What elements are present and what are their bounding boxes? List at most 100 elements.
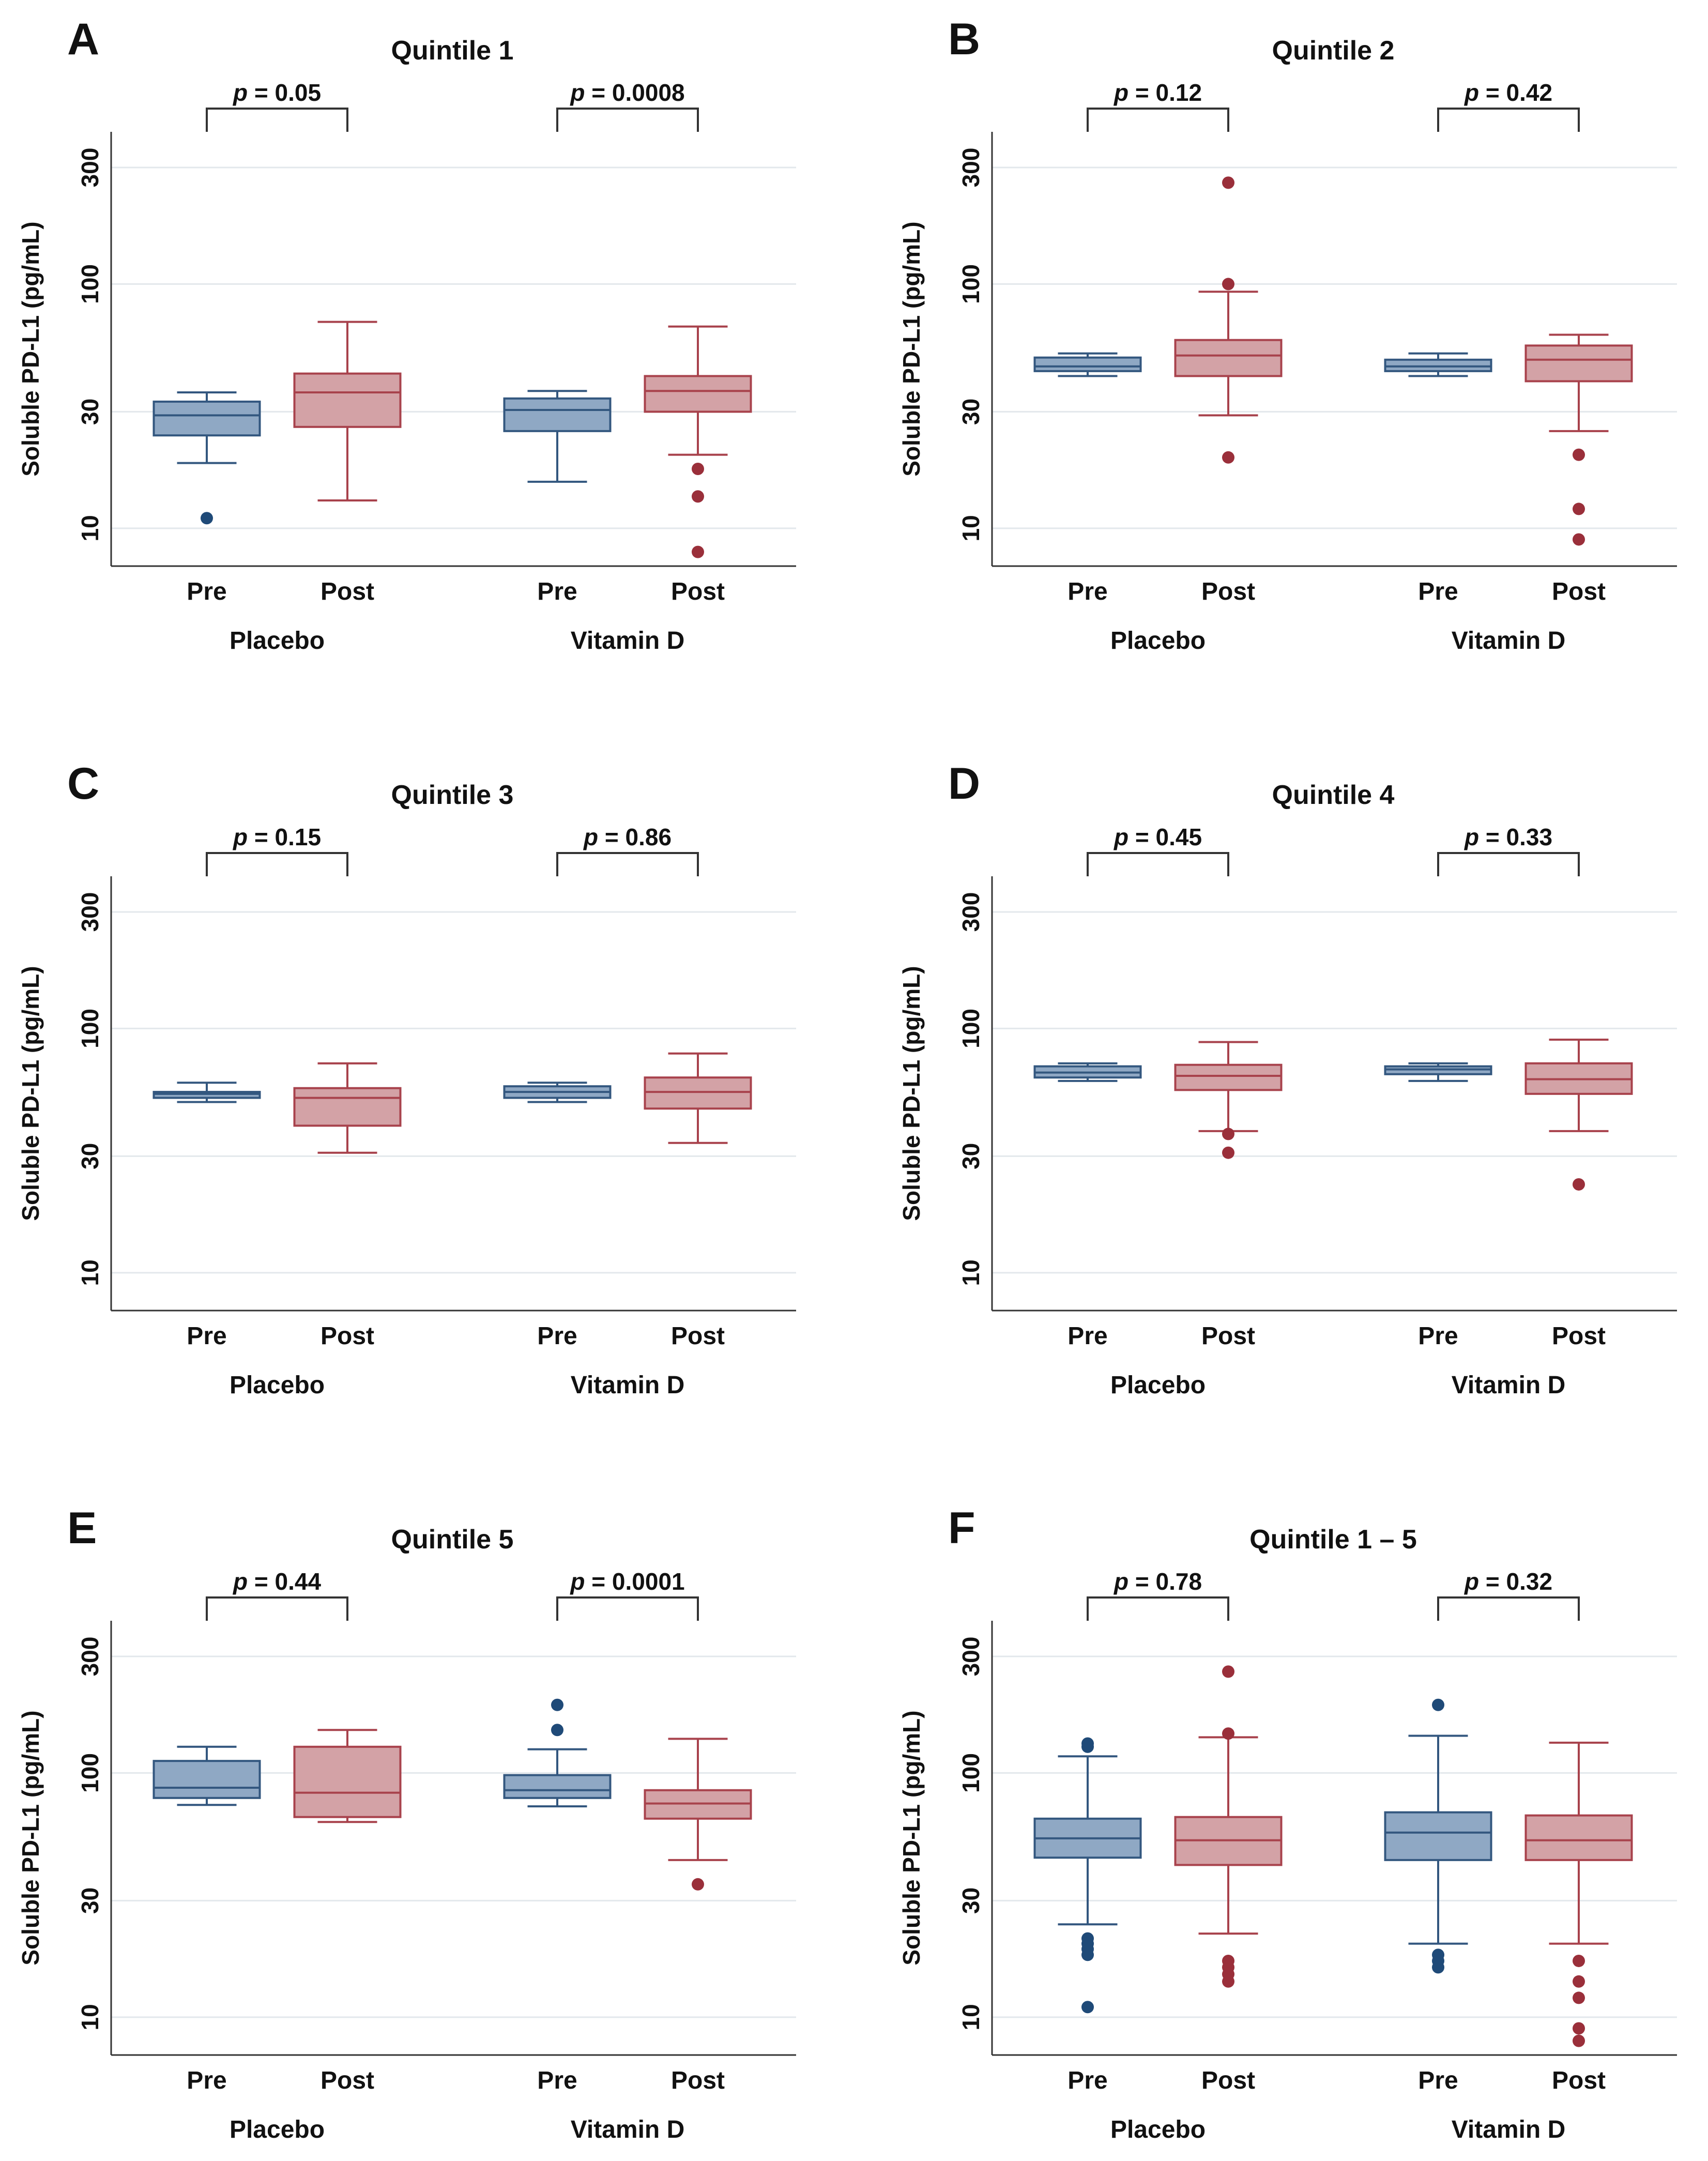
box-plot-a: A Quintile 1 10 30 100 300 Soluble PD-L1 (pg/m… <box>17 14 796 655</box>
box-vitamin-d-pre <box>1384 1062 1492 1082</box>
group-label: Vitamin D <box>1452 1372 1566 1399</box>
outlier-point <box>1222 1128 1234 1140</box>
y-tick-label: 100 <box>77 1753 103 1793</box>
p-symbol: p <box>1113 824 1128 850</box>
x-tick-label: Pre <box>1068 2067 1107 2094</box>
x-tick-label: Post <box>1552 578 1606 605</box>
outlier-point <box>1573 2034 1585 2047</box>
panel-letter: E <box>67 1503 97 1553</box>
group-label: Placebo <box>230 627 325 655</box>
x-tick-label: Post <box>671 1322 725 1350</box>
box-vitamin-d-post <box>1524 333 1633 546</box>
group-label: Vitamin D <box>571 2116 685 2143</box>
box-placebo-pre <box>152 1082 261 1103</box>
box-vitamin-d-post <box>1524 1741 1633 2047</box>
box-vitamin-d-post <box>644 1052 752 1144</box>
significance-bracket <box>1437 108 1580 132</box>
y-tick-label: 300 <box>957 892 984 932</box>
box-vitamin-d-post <box>644 325 752 558</box>
p-symbol: p <box>232 824 248 850</box>
p-value-label: p = 0.05 <box>232 79 321 106</box>
p-value: = 0.12 <box>1128 79 1202 106</box>
panel-d: D Quintile 4 10 30 100 300 Soluble PD-L1 (pg/m… <box>881 744 1708 1417</box>
x-tick-label: Pre <box>1068 1322 1107 1350</box>
p-value-label: p = 0.0001 <box>569 1568 684 1595</box>
box-vitamin-d-pre <box>503 1082 612 1103</box>
x-tick-label: Post <box>1201 578 1255 605</box>
group-label: Placebo <box>1110 627 1206 655</box>
box-plot-d: D Quintile 4 10 30 100 300 Soluble PD-L1 (pg/m… <box>898 759 1677 1399</box>
outlier-point <box>1573 448 1585 461</box>
x-tick-label: Pre <box>1068 578 1107 605</box>
significance-bracket <box>556 108 699 132</box>
box-plot-c: C Quintile 3 10 30 100 300 Soluble PD-L1 (pg/m… <box>17 759 796 1399</box>
p-value: = 0.44 <box>248 1568 321 1595</box>
panel-b: B Quintile 2 10 30 100 300 Soluble PD-L1 (pg/m… <box>881 0 1708 672</box>
iqr-box <box>644 1076 752 1110</box>
x-tick-label: Post <box>321 578 374 605</box>
box-placebo-post <box>1174 1041 1283 1159</box>
outlier-point <box>1573 1975 1585 1988</box>
panel-letter: C <box>67 759 99 809</box>
p-value-label: p = 0.42 <box>1463 79 1552 106</box>
outlier-point <box>692 463 704 476</box>
y-axis-label: Soluble PD-L1 (pg/mL) <box>17 1710 44 1965</box>
iqr-box <box>503 1774 612 1799</box>
p-symbol: p <box>1113 1568 1128 1595</box>
outlier-point <box>201 512 213 525</box>
outlier-point <box>1573 1178 1585 1191</box>
outlier-point <box>692 490 704 503</box>
group-label: Vitamin D <box>571 627 685 655</box>
p-symbol: p <box>1113 79 1128 106</box>
p-symbol: p <box>232 79 248 106</box>
panel-e: E Quintile 5 10 30 100 300 Soluble PD-L1 (pg/m… <box>0 1489 827 2161</box>
y-tick-label: 100 <box>77 264 103 304</box>
significance-bracket <box>1087 1596 1229 1621</box>
group-label: Placebo <box>230 2116 325 2143</box>
iqr-box <box>1174 1063 1283 1091</box>
box-placebo-post <box>293 1062 402 1154</box>
iqr-box <box>293 372 402 428</box>
outlier-point <box>1432 1949 1444 1961</box>
iqr-box <box>293 1745 402 1818</box>
panel-title: Quintile 4 <box>1272 780 1395 810</box>
x-tick-label: Post <box>1201 1322 1255 1350</box>
outlier-point <box>551 1724 563 1737</box>
group-label: Placebo <box>230 1372 325 1399</box>
outlier-point <box>1222 1665 1234 1678</box>
y-axis-label: Soluble PD-L1 (pg/mL) <box>898 966 925 1221</box>
outlier-point <box>1222 1146 1234 1159</box>
panel-letter: A <box>67 14 99 64</box>
outlier-point <box>692 545 704 558</box>
p-symbol: p <box>1463 1568 1479 1595</box>
panel-title: Quintile 1 – 5 <box>1249 1525 1417 1555</box>
x-tick-label: Post <box>321 2067 374 2094</box>
y-tick-label: 10 <box>77 515 103 541</box>
group-label: Placebo <box>1110 1372 1206 1399</box>
x-tick-label: Pre <box>1418 2067 1458 2094</box>
panel-title: Quintile 2 <box>1272 36 1395 66</box>
iqr-box <box>1524 344 1633 383</box>
group-label: Placebo <box>1110 2116 1206 2143</box>
y-tick-label: 30 <box>957 1888 984 1914</box>
y-axis-label: Soluble PD-L1 (pg/mL) <box>17 966 44 1221</box>
outlier-point <box>551 1698 563 1711</box>
y-tick-label: 10 <box>957 2004 984 2030</box>
x-tick-label: Post <box>1201 2067 1255 2094</box>
panel-title: Quintile 1 <box>391 36 514 66</box>
p-symbol: p <box>232 1568 248 1595</box>
group-label: Vitamin D <box>1452 2116 1566 2143</box>
p-value: = 0.42 <box>1479 79 1552 106</box>
y-tick-label: 30 <box>77 399 103 425</box>
p-value-label: p = 0.45 <box>1113 824 1202 850</box>
outlier-point <box>1081 1737 1094 1750</box>
outlier-point <box>1222 1727 1234 1740</box>
iqr-box <box>1524 1814 1633 1861</box>
y-tick-label: 30 <box>77 1143 103 1169</box>
significance-bracket <box>1437 852 1580 876</box>
significance-bracket <box>206 852 348 876</box>
significance-bracket <box>1437 1596 1580 1621</box>
group-label: Vitamin D <box>1452 627 1566 655</box>
x-tick-label: Pre <box>537 578 577 605</box>
x-tick-label: Post <box>1552 1322 1606 1350</box>
